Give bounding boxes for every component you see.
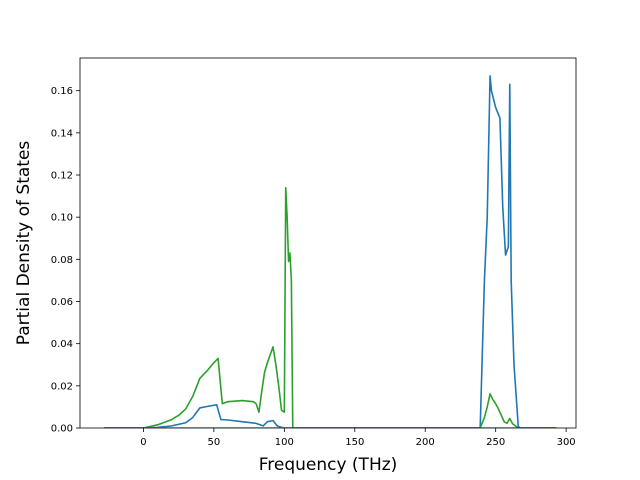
y-tick-label: 0.02 bbox=[51, 381, 73, 392]
y-tick-label: 0.14 bbox=[51, 128, 73, 139]
x-tick-label: 250 bbox=[486, 437, 505, 448]
x-tick-label: 0 bbox=[140, 437, 146, 448]
axes-frame bbox=[79, 57, 577, 429]
y-tick-label: 0.16 bbox=[51, 86, 73, 97]
x-axis: 0 50 100 150 200 250 300 bbox=[140, 428, 576, 448]
x-axis-label: Frequency (THz) bbox=[259, 455, 398, 475]
series-line-0 bbox=[103, 75, 557, 428]
y-axis: 0.00 0.02 0.04 0.06 0.08 0.10 0.12 0.14 0.16 bbox=[51, 86, 80, 435]
y-axis-label: Partial Density of States bbox=[14, 141, 34, 346]
x-tick-label: 50 bbox=[207, 437, 220, 448]
y-tick-label: 0.08 bbox=[51, 255, 73, 266]
x-tick-label: 200 bbox=[416, 437, 435, 448]
y-tick-label: 0.10 bbox=[51, 213, 73, 224]
series-line-2 bbox=[103, 186, 557, 428]
y-tick-label: 0.04 bbox=[51, 339, 73, 350]
y-tick-label: 0.12 bbox=[51, 171, 73, 182]
x-tick-label: 300 bbox=[557, 437, 576, 448]
x-tick-label: 100 bbox=[275, 437, 294, 448]
x-tick-label: 150 bbox=[345, 437, 364, 448]
series-layer bbox=[103, 75, 557, 428]
y-tick-label: 0.06 bbox=[51, 297, 73, 308]
y-tick-label: 0.00 bbox=[51, 424, 73, 435]
